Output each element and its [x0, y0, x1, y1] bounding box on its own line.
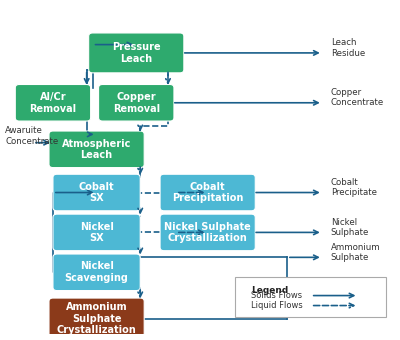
FancyBboxPatch shape — [89, 33, 184, 73]
FancyBboxPatch shape — [53, 214, 140, 251]
Text: Atmospheric
Leach: Atmospheric Leach — [62, 138, 131, 160]
FancyBboxPatch shape — [160, 214, 255, 251]
Text: Nickel
SX: Nickel SX — [80, 222, 114, 243]
Text: Ammonium
Sulphate
Crystallization: Ammonium Sulphate Crystallization — [57, 302, 136, 336]
Text: Cobalt
SX: Cobalt SX — [79, 182, 114, 203]
Text: Nickel Sulphate
Crystallization: Nickel Sulphate Crystallization — [164, 222, 251, 243]
FancyBboxPatch shape — [236, 277, 386, 317]
FancyBboxPatch shape — [15, 84, 91, 121]
Text: Leach
Residue: Leach Residue — [331, 38, 365, 57]
FancyBboxPatch shape — [53, 174, 140, 211]
Text: Al/Cr
Removal: Al/Cr Removal — [29, 92, 76, 114]
Text: Liquid Flows: Liquid Flows — [251, 301, 303, 310]
Text: Nickel
Scavenging: Nickel Scavenging — [65, 261, 128, 283]
Text: Solids Flows: Solids Flows — [251, 291, 302, 300]
Text: Cobalt
Precipitation: Cobalt Precipitation — [172, 182, 243, 203]
Text: Copper
Removal: Copper Removal — [113, 92, 160, 114]
Text: Legend: Legend — [251, 286, 288, 294]
Text: Cobalt
Precipitate: Cobalt Precipitate — [331, 178, 377, 197]
Text: Nickel
Sulphate: Nickel Sulphate — [331, 218, 369, 237]
FancyBboxPatch shape — [98, 84, 174, 121]
FancyBboxPatch shape — [160, 174, 255, 211]
FancyBboxPatch shape — [49, 298, 144, 340]
FancyBboxPatch shape — [49, 131, 144, 168]
Text: Pressure
Leach: Pressure Leach — [112, 42, 160, 64]
FancyBboxPatch shape — [53, 254, 140, 291]
Text: Copper
Concentrate: Copper Concentrate — [331, 88, 384, 107]
Text: Awaruite
Concentrate: Awaruite Concentrate — [5, 126, 59, 146]
Text: Ammonium
Sulphate: Ammonium Sulphate — [331, 243, 380, 262]
